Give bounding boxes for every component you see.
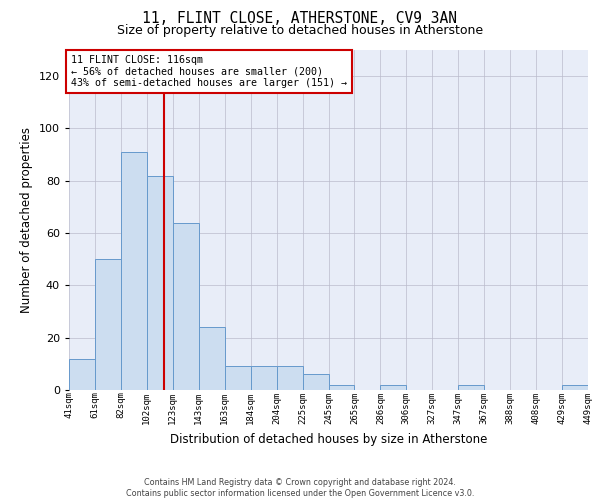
Bar [251, 366, 277, 390]
Text: Distribution of detached houses by size in Atherstone: Distribution of detached houses by size … [170, 432, 487, 446]
Bar [329, 385, 355, 390]
Bar [199, 327, 224, 390]
Text: 11 FLINT CLOSE: 116sqm
← 56% of detached houses are smaller (200)
43% of semi-de: 11 FLINT CLOSE: 116sqm ← 56% of detached… [71, 55, 347, 88]
Bar [277, 366, 302, 390]
Y-axis label: Number of detached properties: Number of detached properties [20, 127, 33, 313]
Bar [380, 385, 406, 390]
Bar [173, 222, 199, 390]
Bar [95, 259, 121, 390]
Bar [562, 385, 588, 390]
Bar [147, 176, 173, 390]
Bar [69, 358, 95, 390]
Bar [225, 366, 251, 390]
Text: Size of property relative to detached houses in Atherstone: Size of property relative to detached ho… [117, 24, 483, 37]
Text: 11, FLINT CLOSE, ATHERSTONE, CV9 3AN: 11, FLINT CLOSE, ATHERSTONE, CV9 3AN [143, 11, 458, 26]
Text: Contains HM Land Registry data © Crown copyright and database right 2024.
Contai: Contains HM Land Registry data © Crown c… [126, 478, 474, 498]
Bar [121, 152, 147, 390]
Bar [458, 385, 484, 390]
Bar [302, 374, 329, 390]
